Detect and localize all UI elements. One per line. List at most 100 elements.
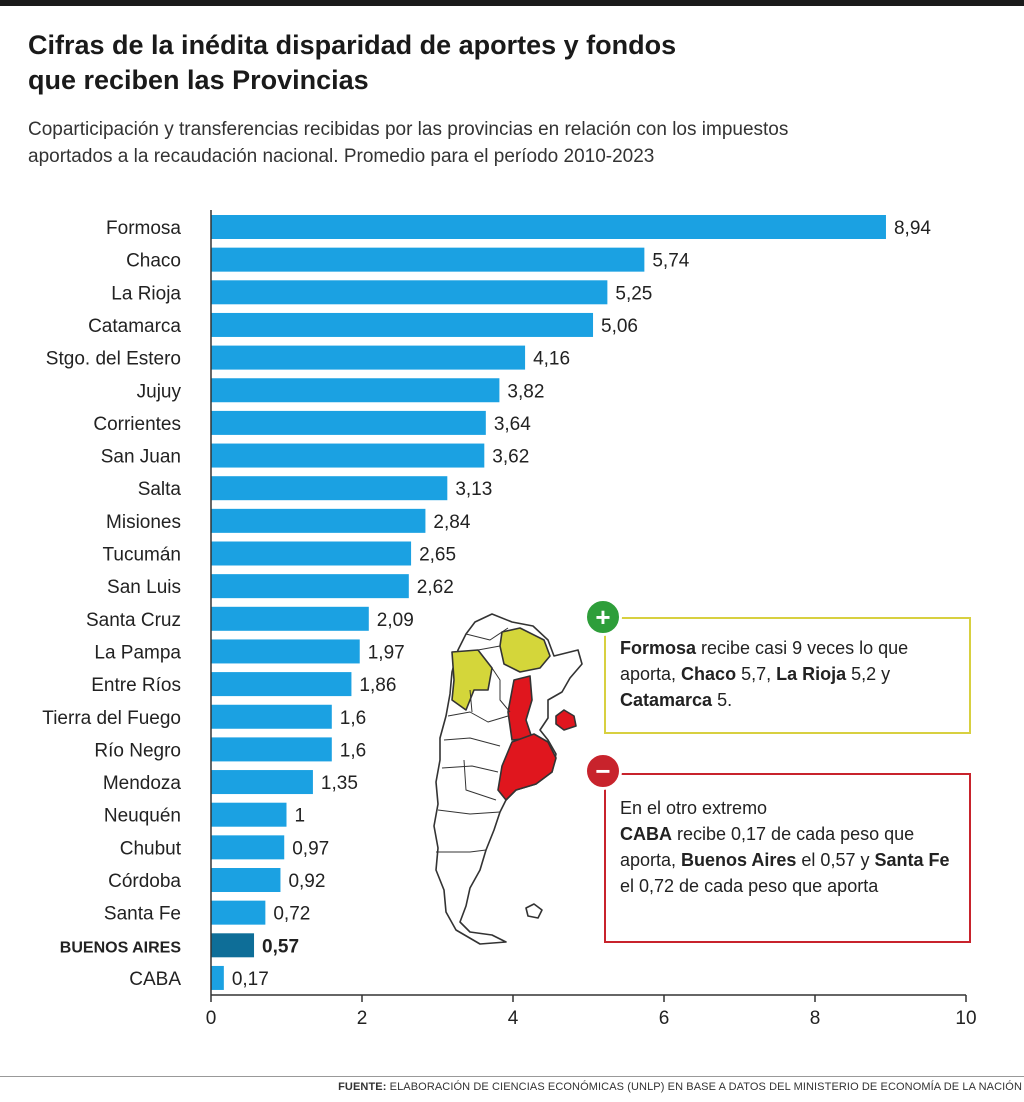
x-tick-label: 6 (659, 1008, 670, 1029)
bar (211, 770, 313, 795)
value-label: 0,57 (262, 936, 299, 957)
value-label: 8,94 (894, 218, 931, 239)
callout-emphasis: Chaco (681, 664, 737, 684)
value-label: 4,16 (533, 349, 570, 370)
callout-emphasis: Catamarca (620, 690, 713, 710)
value-label: 1 (295, 806, 306, 827)
subtitle-line-1: Coparticipación y transferencias recibid… (28, 119, 789, 140)
value-label: 1,6 (340, 708, 366, 729)
category-label: San Juan (101, 447, 181, 468)
value-label: 2,62 (417, 577, 454, 598)
bar (211, 933, 255, 958)
callout-emphasis: Santa Fe (874, 850, 950, 870)
callout-text-run: 5. (712, 690, 733, 710)
value-label: 0,92 (288, 871, 325, 892)
value-label: 3,64 (494, 414, 531, 435)
top-rule (0, 0, 1024, 6)
source-text: ELABORACIÓN DE CIENCIAS ECONÓMICAS (UNLP… (386, 1081, 1022, 1093)
x-tick-label: 10 (955, 1008, 976, 1029)
bar (211, 410, 486, 435)
value-label: 5,25 (615, 283, 652, 304)
bar (211, 835, 285, 860)
bar (211, 868, 281, 892)
callout-text-run: recibe casi 9 veces lo que aporta, (620, 638, 909, 684)
callout-text-run: 5,7, (736, 664, 777, 684)
value-label: 3,82 (507, 381, 544, 402)
category-label: Río Negro (94, 740, 181, 761)
bar (211, 215, 886, 239)
category-label: La Rioja (111, 283, 181, 304)
bar (211, 704, 332, 729)
value-label: 1,35 (321, 773, 358, 794)
category-label: Chubut (120, 838, 182, 859)
bar (211, 378, 500, 403)
minus-icon: − (584, 752, 622, 790)
callout-emphasis: Formosa (620, 638, 697, 658)
category-label: Tierra del Fuego (42, 708, 181, 729)
callout-text-run: 5,2 y (846, 664, 891, 684)
x-tick-label: 2 (357, 1008, 368, 1029)
category-label: Entre Ríos (91, 675, 181, 696)
source-note: FUENTE: ELABORACIÓN DE CIENCIAS ECONÓMIC… (338, 1081, 1022, 1093)
bar (211, 737, 332, 762)
category-label: Córdoba (108, 871, 181, 892)
x-tick-label: 8 (810, 1008, 821, 1029)
bar (211, 312, 594, 337)
value-label: 5,74 (652, 251, 689, 272)
bar (211, 672, 352, 697)
callout-text-run: recibe 0,17 de cada peso que aporta, (620, 824, 915, 870)
category-label: Chaco (126, 251, 181, 272)
value-label: 2,65 (419, 545, 456, 566)
bar (211, 574, 409, 599)
value-label: 5,06 (601, 316, 638, 337)
value-label: 1,97 (368, 642, 405, 663)
callout-text-run: el 0,57 y (796, 850, 875, 870)
source-label: FUENTE: (338, 1081, 387, 1093)
chart-subtitle: Coparticipación y transferencias recibid… (28, 116, 988, 170)
value-label: 0,97 (292, 838, 329, 859)
callout-emphasis: CABA (620, 824, 672, 844)
callout-text-run: En el otro extremo (620, 798, 768, 818)
value-label: 3,62 (492, 447, 529, 468)
category-label: BUENOS AIRES (60, 939, 182, 956)
callout-emphasis: La Rioja (776, 664, 847, 684)
plus-icon: + (584, 598, 622, 636)
category-label: Neuquén (104, 806, 181, 827)
argentina-map-icon (433, 613, 583, 945)
bar-group (211, 215, 886, 990)
category-label: Jujuy (137, 381, 182, 402)
bar (211, 965, 224, 990)
value-label: 0,72 (273, 904, 310, 925)
title-line-1: Cifras de la inédita disparidad de aport… (28, 30, 677, 60)
category-label: Catamarca (88, 316, 181, 337)
bar (211, 900, 266, 925)
bar (211, 541, 412, 566)
x-axis-ticks: 0 2 4 6 8 10 (206, 995, 977, 1029)
value-label: 1,86 (359, 675, 396, 696)
category-label: Santa Cruz (86, 610, 181, 631)
category-label: Salta (138, 479, 182, 500)
bar (211, 639, 360, 664)
callout-low-ratio: En el otro extremo CABA recibe 0,17 de ca… (604, 773, 971, 943)
value-label: 2,09 (377, 610, 414, 631)
value-label: 1,6 (340, 740, 366, 761)
callout-low-ratio-text: En el otro extremo CABA recibe 0,17 de ca… (620, 795, 955, 899)
footer-rule (0, 1076, 1024, 1077)
category-label: Tucumán (103, 545, 182, 566)
bar (211, 443, 485, 468)
bar (211, 606, 369, 631)
value-label: 0,17 (232, 969, 269, 990)
x-tick-label: 4 (508, 1008, 519, 1029)
callout-high-ratio-text: Formosa recibe casi 9 veces lo que aport… (620, 635, 955, 713)
category-label: San Luis (107, 577, 181, 598)
bar (211, 476, 448, 501)
callout-emphasis: Buenos Aires (681, 850, 797, 870)
title-line-2: que reciben las Provincias (28, 65, 369, 95)
category-label: Formosa (106, 218, 181, 239)
category-label: Mendoza (103, 773, 182, 794)
bar (211, 802, 287, 827)
bar (211, 508, 426, 533)
category-labels: Formosa Chaco La Rioja Catamarca Stgo. del E… (42, 218, 181, 990)
callout-text-run: el 0,72 de cada peso que aporta (620, 876, 879, 896)
